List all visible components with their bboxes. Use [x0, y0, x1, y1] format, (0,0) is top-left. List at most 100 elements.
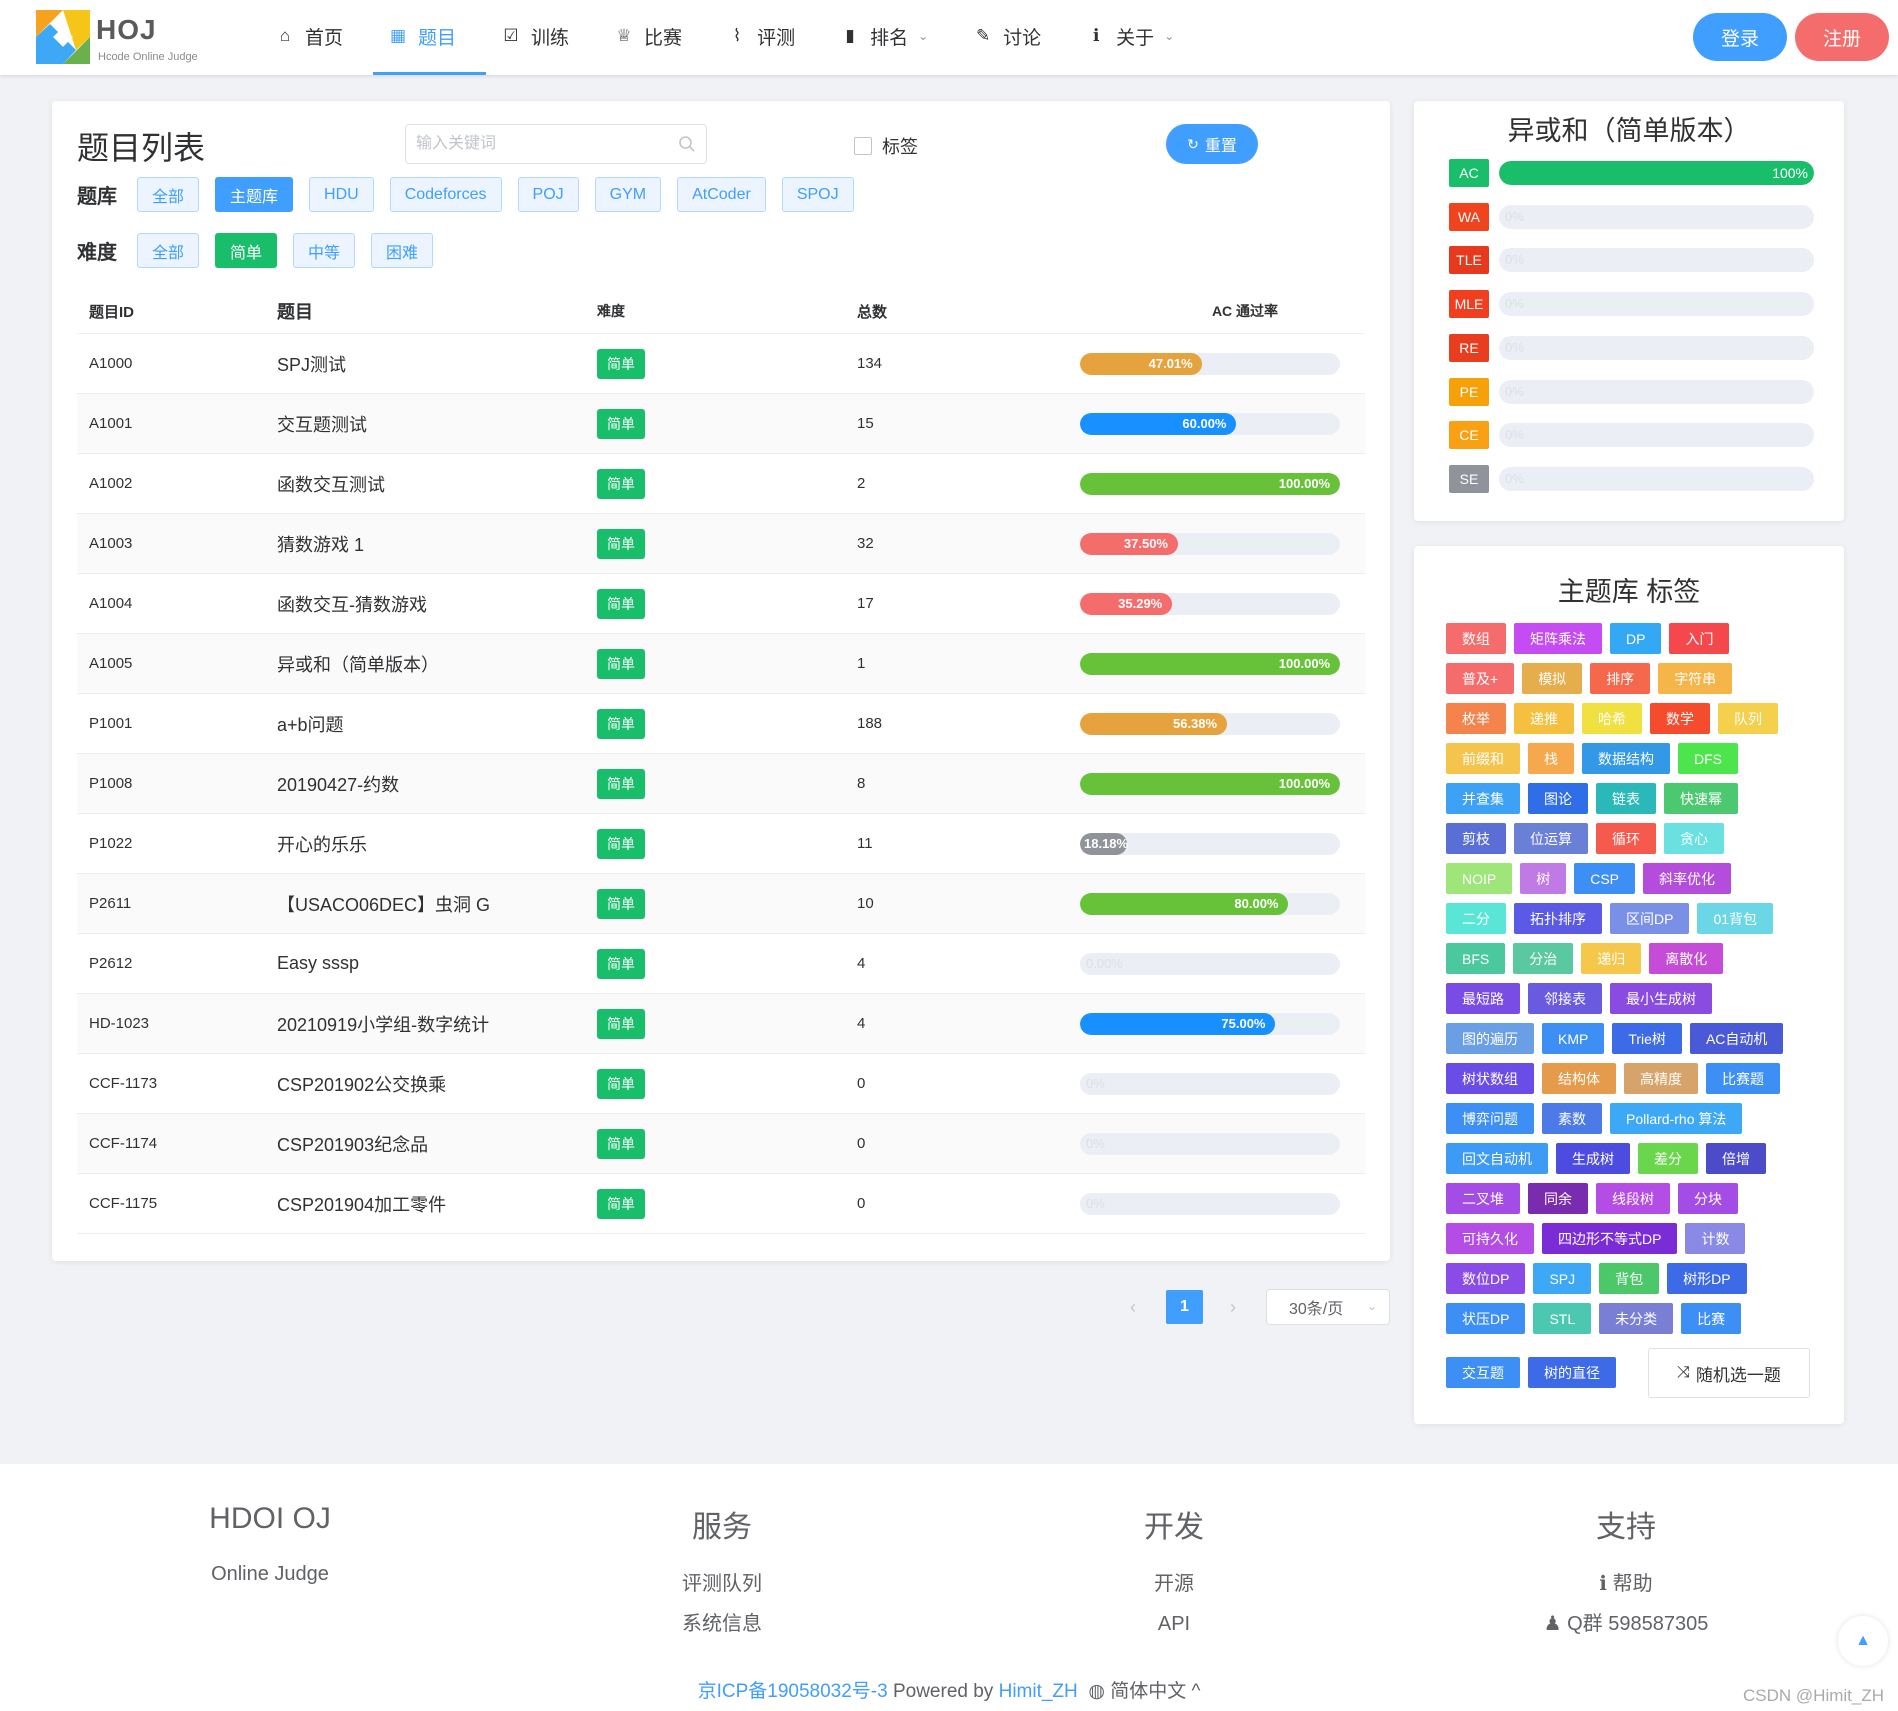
tag-chip[interactable]: 线段树 — [1596, 1183, 1670, 1214]
tag-chip[interactable]: 数学 — [1650, 703, 1710, 734]
table-row[interactable]: A1001 交互题测试 简单 15 60.00% — [77, 394, 1365, 454]
tag-chip[interactable]: 树 — [1520, 863, 1567, 894]
register-button[interactable]: 注册 — [1795, 13, 1889, 61]
table-row[interactable]: P1001 a+b问题 简单 188 56.38% — [77, 694, 1365, 754]
tag-chip[interactable]: 递推 — [1514, 703, 1574, 734]
tag-chip[interactable]: 邻接表 — [1528, 983, 1602, 1014]
tag-chip[interactable]: 二分 — [1446, 903, 1506, 934]
tag-chip[interactable]: Trie树 — [1612, 1023, 1682, 1054]
tag-checkbox[interactable] — [854, 137, 872, 155]
tag-chip[interactable]: 未分类 — [1599, 1303, 1674, 1334]
tag-chip[interactable]: 比赛 — [1681, 1303, 1742, 1334]
tag-chip[interactable]: 结构体 — [1542, 1063, 1616, 1094]
problem-title-link[interactable]: CSP201902公交换乘 — [277, 1074, 447, 1095]
tag-chip[interactable]: 最短路 — [1446, 983, 1520, 1014]
nav-item-7[interactable]: ℹ 关于 ⌄ — [1071, 0, 1204, 75]
tag-chip[interactable]: 字符串 — [1658, 663, 1733, 694]
tag-chip[interactable]: 最小生成树 — [1610, 983, 1712, 1014]
logo[interactable]: HOJ Hcode Online Judge — [36, 10, 206, 66]
tag-chip[interactable]: 区间DP — [1610, 903, 1690, 934]
problem-title-link[interactable]: SPJ测试 — [277, 354, 347, 375]
tag-chip[interactable]: 入门 — [1669, 623, 1730, 654]
tag-chip[interactable]: 素数 — [1542, 1103, 1602, 1134]
tag-chip[interactable]: 循环 — [1596, 823, 1656, 854]
tag-chip[interactable]: 斜率优化 — [1643, 863, 1732, 894]
filter-chip[interactable]: GYM — [594, 177, 662, 212]
tag-chip[interactable]: 背包 — [1599, 1263, 1660, 1294]
problem-title-link[interactable]: CSP201904加工零件 — [277, 1194, 447, 1215]
filter-chip[interactable]: HDU — [309, 177, 374, 212]
tag-chip[interactable]: 并查集 — [1446, 783, 1520, 814]
filter-chip[interactable]: 中等 — [293, 233, 356, 268]
table-row[interactable]: HD-1023 20210919小学组-数字统计 简单 4 75.00% — [77, 994, 1365, 1054]
footer-link-open-source[interactable]: 开源 — [1154, 1573, 1194, 1595]
table-row[interactable]: P1008 20190427-约数 简单 8 100.00% — [77, 754, 1365, 814]
icp-link[interactable]: 京ICP备19058032号-3 — [697, 1681, 888, 1702]
tag-chip[interactable]: 01背包 — [1697, 903, 1774, 934]
nav-item-3[interactable]: ♕ 比赛 — [599, 0, 712, 75]
tag-chip[interactable]: Pollard-rho 算法 — [1610, 1103, 1743, 1134]
nav-item-6[interactable]: ✎ 讨论 — [958, 0, 1071, 75]
filter-chip[interactable]: 简单 — [215, 233, 278, 268]
filter-chip[interactable]: POJ — [517, 177, 579, 212]
tag-chip[interactable]: 离散化 — [1649, 943, 1724, 974]
tag-chip[interactable]: 数组 — [1446, 623, 1506, 654]
nav-item-2[interactable]: ☑ 训练 — [486, 0, 599, 75]
footer-link-qq-group[interactable]: ♟ Q群 598587305 — [1476, 1604, 1776, 1644]
tag-chip[interactable]: 贪心 — [1664, 823, 1724, 854]
search-input[interactable] — [416, 133, 666, 155]
tag-filter-toggle[interactable]: 标签 — [854, 133, 918, 159]
table-row[interactable]: P1022 开心的乐乐 简单 11 18.18% — [77, 814, 1365, 874]
footer-link-api[interactable]: API — [1157, 1613, 1191, 1635]
tag-chip[interactable]: 交互题 — [1446, 1357, 1520, 1388]
random-problem-button[interactable]: ⤨ 随机选一题 — [1648, 1348, 1810, 1398]
tag-chip[interactable]: 队列 — [1718, 703, 1778, 734]
tag-chip[interactable]: 排序 — [1590, 663, 1651, 694]
tag-chip[interactable]: 同余 — [1528, 1183, 1588, 1214]
tag-chip[interactable]: 快速幂 — [1664, 783, 1738, 814]
tag-chip[interactable]: 矩阵乘法 — [1514, 623, 1602, 654]
filter-chip[interactable]: 主题库 — [215, 177, 294, 212]
back-to-top-button[interactable]: ▲ — [1838, 1616, 1888, 1666]
pagination-next-button[interactable]: › — [1230, 1296, 1236, 1317]
footer-link-judge-queue[interactable]: 评测队列 — [682, 1573, 762, 1595]
tag-chip[interactable]: 数位DP — [1446, 1263, 1526, 1294]
tag-chip[interactable]: CSP — [1574, 863, 1636, 894]
tag-chip[interactable]: 数据结构 — [1582, 743, 1670, 774]
problem-title-link[interactable]: 猜数游戏 1 — [277, 534, 365, 555]
problem-title-link[interactable]: 交互题测试 — [277, 414, 367, 435]
tag-chip[interactable]: 位运算 — [1514, 823, 1588, 854]
tag-chip[interactable]: BFS — [1446, 943, 1506, 974]
tag-chip[interactable]: 哈希 — [1582, 703, 1642, 734]
author-link[interactable]: Himit_ZH — [998, 1681, 1078, 1702]
table-row[interactable]: A1003 猜数游戏 1 简单 32 37.50% — [77, 514, 1365, 574]
pagination-page-current[interactable]: 1 — [1166, 1290, 1203, 1324]
tag-chip[interactable]: 图论 — [1528, 783, 1588, 814]
tag-chip[interactable]: 二叉堆 — [1446, 1183, 1520, 1214]
tag-chip[interactable]: 回文自动机 — [1446, 1143, 1548, 1174]
problem-title-link[interactable]: CSP201903纪念品 — [277, 1134, 429, 1155]
tag-chip[interactable]: 计数 — [1685, 1223, 1746, 1254]
tag-chip[interactable]: 树形DP — [1667, 1263, 1747, 1294]
tag-chip[interactable]: STL — [1533, 1303, 1592, 1334]
problem-title-link[interactable]: 开心的乐乐 — [277, 834, 367, 855]
table-row[interactable]: A1002 函数交互测试 简单 2 100.00% — [77, 454, 1365, 514]
tag-chip[interactable]: 剪枝 — [1446, 823, 1506, 854]
tag-chip[interactable]: 枚举 — [1446, 703, 1506, 734]
tag-chip[interactable]: 模拟 — [1522, 663, 1583, 694]
problem-title-link[interactable]: Easy sssp — [277, 953, 360, 973]
pagination-prev-button[interactable]: ‹ — [1130, 1296, 1136, 1317]
tag-chip[interactable]: 树的直径 — [1528, 1357, 1616, 1388]
table-row[interactable]: CCF-1175 CSP201904加工零件 简单 0 0% — [77, 1174, 1365, 1234]
tag-chip[interactable]: DFS — [1678, 743, 1738, 774]
tag-chip[interactable]: 树状数组 — [1446, 1063, 1534, 1094]
footer-link-system-info[interactable]: 系统信息 — [682, 1613, 762, 1635]
table-row[interactable]: CCF-1173 CSP201902公交换乘 简单 0 0% — [77, 1054, 1365, 1114]
nav-item-5[interactable]: ▮ 排名 ⌄ — [825, 0, 958, 75]
tag-chip[interactable]: KMP — [1542, 1023, 1605, 1054]
tag-chip[interactable]: 图的遍历 — [1446, 1023, 1534, 1054]
nav-item-4[interactable]: ⌇ 评测 — [712, 0, 825, 75]
tag-chip[interactable]: AC自动机 — [1689, 1023, 1784, 1054]
tag-chip[interactable]: 差分 — [1638, 1143, 1698, 1174]
problem-title-link[interactable]: 20210919小学组-数字统计 — [277, 1014, 490, 1035]
